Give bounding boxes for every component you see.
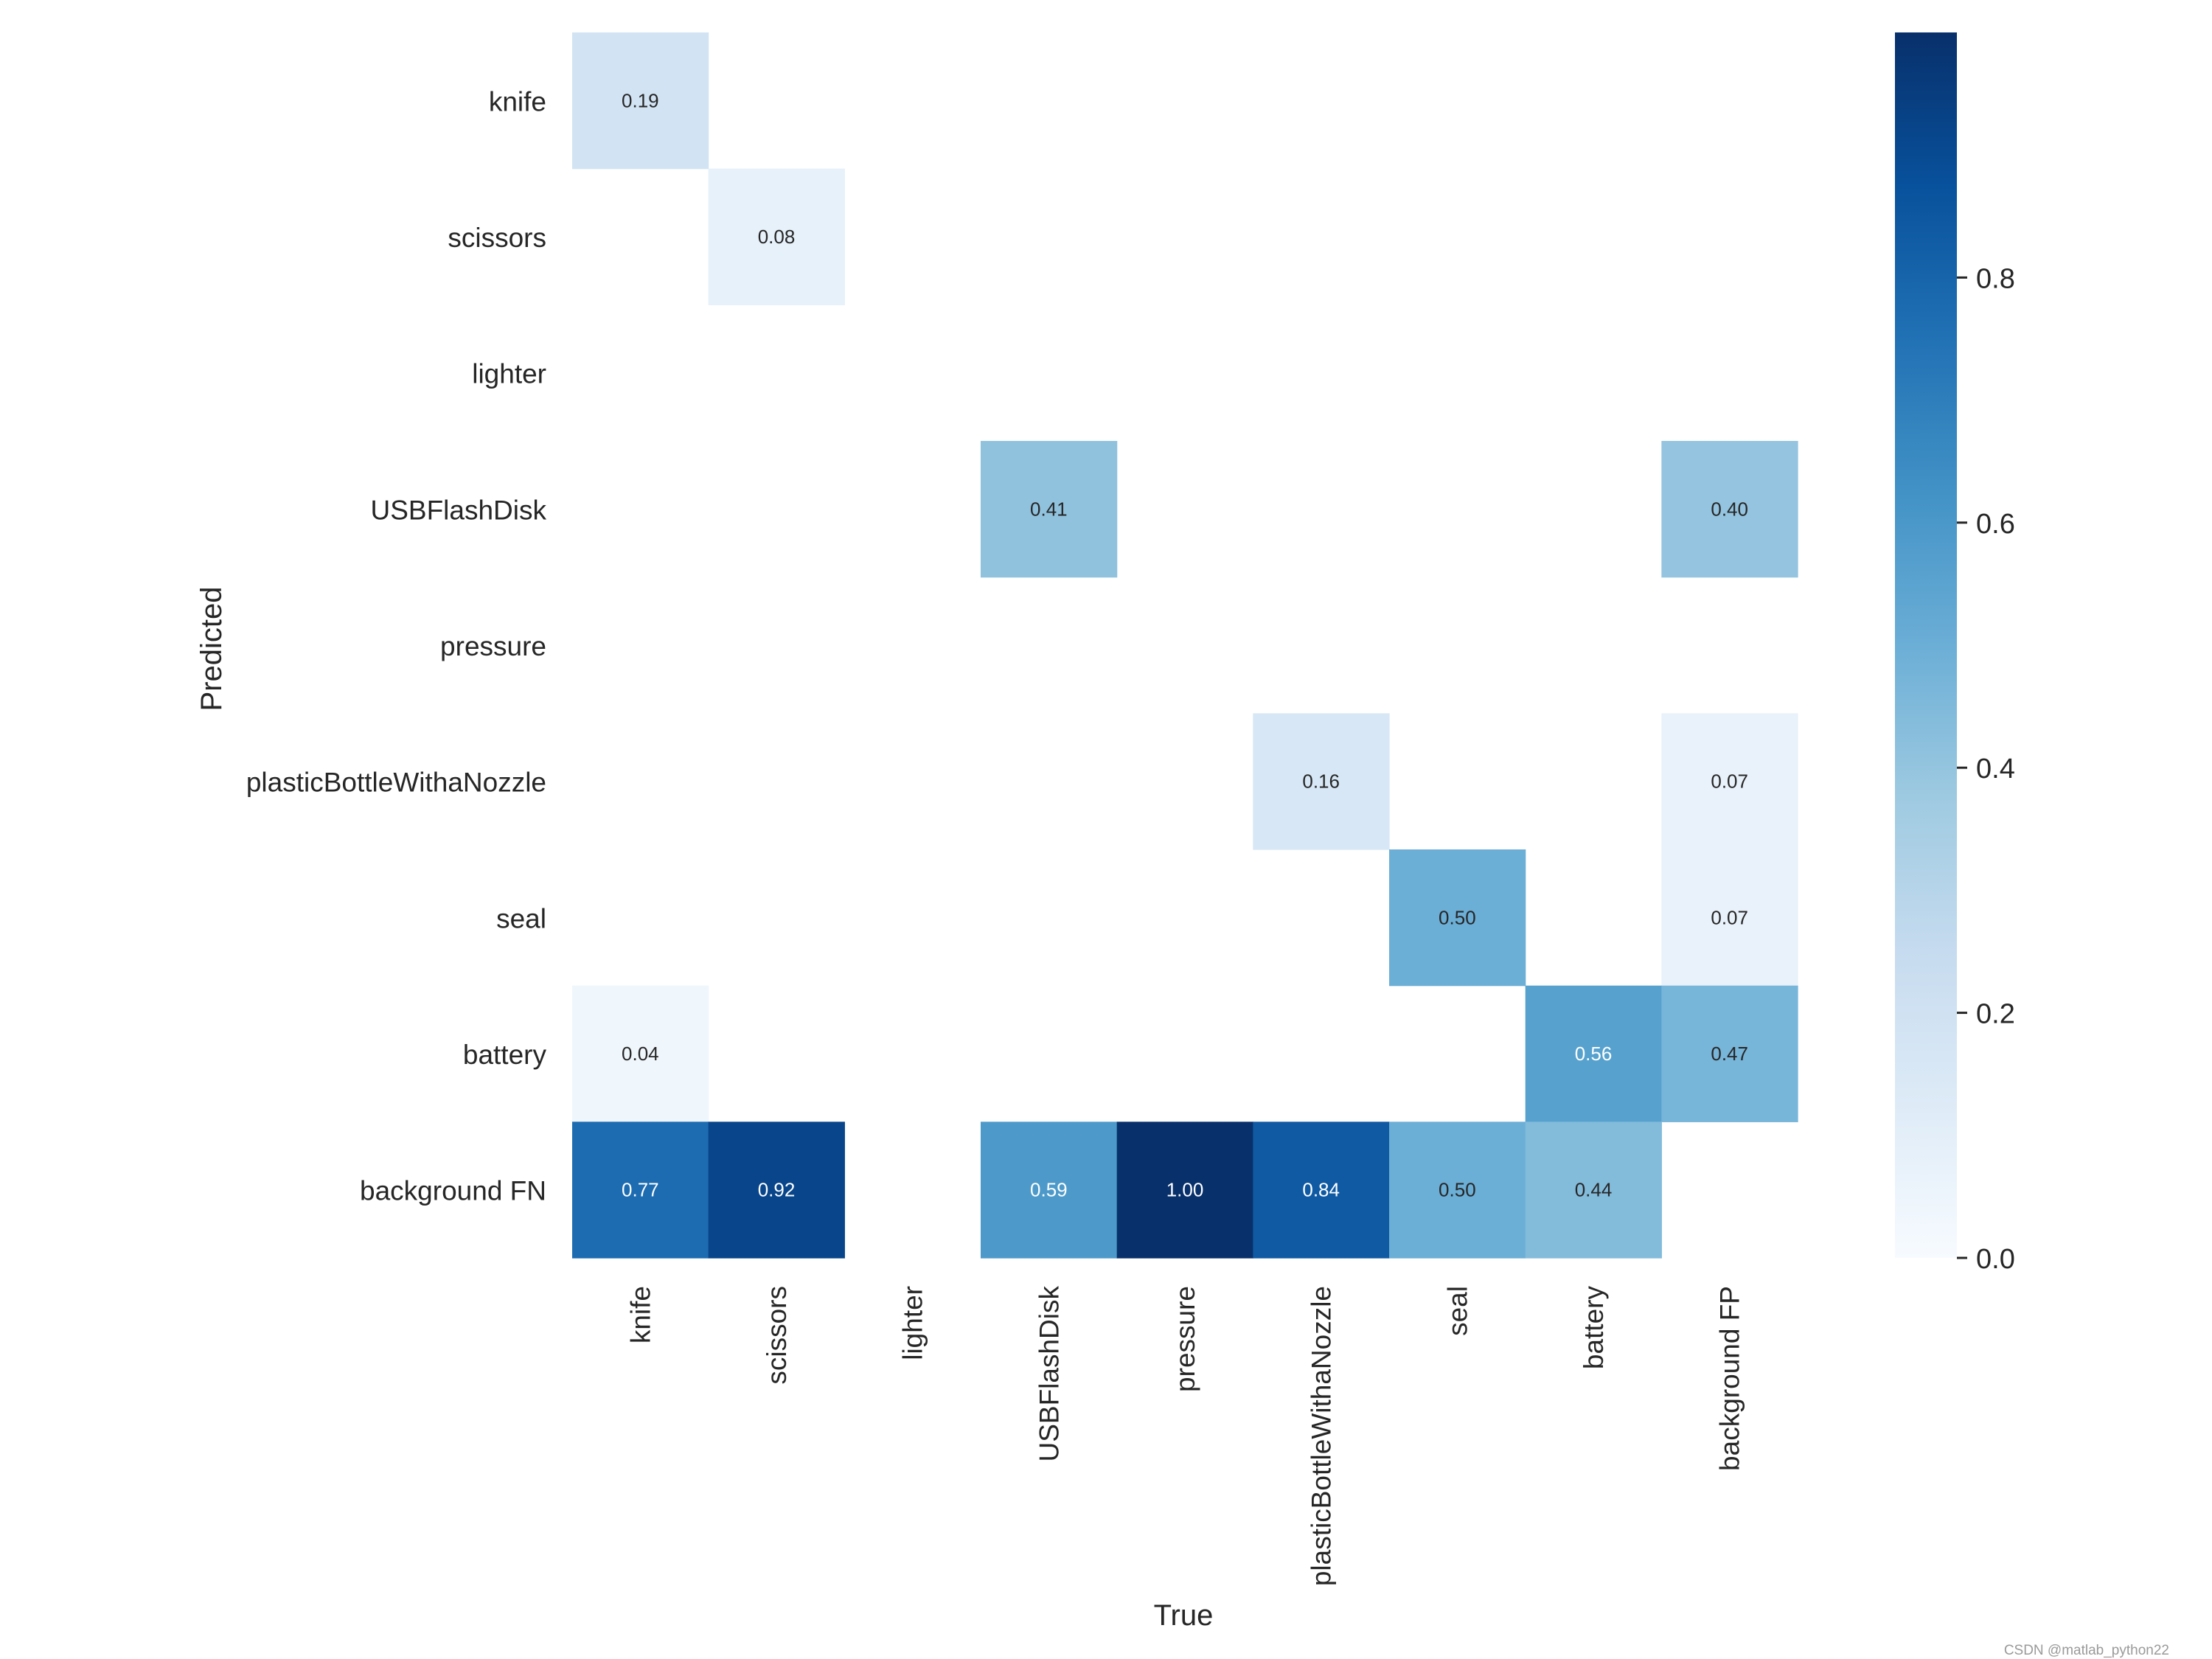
heatmap-cell bbox=[1116, 1121, 1253, 1259]
colorbar-tick-label: 0.8 bbox=[1976, 263, 2015, 294]
cell-value-label: 0.40 bbox=[1711, 498, 1748, 520]
y-tick-label: lighter bbox=[472, 359, 546, 389]
cell-value-label: 0.41 bbox=[1030, 498, 1068, 520]
cell-value-label: 0.84 bbox=[1302, 1179, 1340, 1201]
heatmap-cell bbox=[1661, 713, 1798, 850]
x-tick-label: USBFlashDisk bbox=[1034, 1286, 1064, 1462]
cell-value-label: 0.77 bbox=[622, 1179, 659, 1201]
y-tick-label: pressure bbox=[440, 631, 546, 661]
cell-value-label: 0.16 bbox=[1302, 771, 1340, 793]
x-tick-labels: knife scissors lighter USBFlashDisk pressure… bbox=[625, 1286, 1745, 1587]
x-axis-label: True bbox=[1154, 1599, 1214, 1632]
cell-value-label: 0.07 bbox=[1711, 771, 1748, 793]
x-tick-label: seal bbox=[1442, 1286, 1472, 1336]
cell-value-label: 0.50 bbox=[1439, 1179, 1476, 1201]
x-tick-label: pressure bbox=[1170, 1286, 1200, 1392]
cell-value-label: 0.07 bbox=[1711, 906, 1748, 928]
cell-value-label: 0.19 bbox=[622, 89, 659, 111]
heatmap-cell bbox=[1253, 1121, 1390, 1259]
heatmap-cell bbox=[1661, 441, 1798, 578]
heatmap-cell bbox=[1525, 985, 1662, 1122]
heatmap-cells: 0.19 0.08 0.41 0.40 0.16 0.07 0.50 0.07 0.04 0.56… bbox=[572, 32, 1798, 1259]
cell-value-label: 1.00 bbox=[1166, 1179, 1204, 1201]
y-tick-label: knife bbox=[489, 86, 546, 116]
cell-value-label: 0.56 bbox=[1575, 1043, 1613, 1065]
heatmap-cell bbox=[572, 32, 709, 170]
y-tick-label: USBFlashDisk bbox=[371, 495, 547, 525]
cell-value-label: 0.92 bbox=[758, 1179, 796, 1201]
cell-value-label: 0.47 bbox=[1711, 1043, 1748, 1065]
watermark-text: CSDN @matlab_python22 bbox=[2004, 1643, 2169, 1658]
heatmap-cell bbox=[708, 1121, 845, 1259]
heatmap-cell bbox=[1389, 1121, 1526, 1259]
heatmap-cell bbox=[981, 441, 1118, 578]
cell-value-label: 0.08 bbox=[758, 226, 796, 248]
y-tick-labels: knife scissors lighter USBFlashDisk pressure… bbox=[246, 86, 547, 1206]
x-tick-label: plasticBottleWithaNozzle bbox=[1307, 1286, 1337, 1586]
y-tick-label: background FN bbox=[360, 1176, 546, 1206]
y-axis-label: Predicted bbox=[195, 587, 228, 712]
colorbar-tick-label: 0.0 bbox=[1976, 1244, 2015, 1275]
colorbar-tick-label: 0.2 bbox=[1976, 999, 2015, 1030]
cell-value-label: 0.59 bbox=[1030, 1179, 1068, 1201]
cell-value-label: 0.50 bbox=[1439, 906, 1476, 928]
colorbar-tick-label: 0.4 bbox=[1976, 754, 2015, 785]
x-tick-label: lighter bbox=[898, 1286, 928, 1360]
cell-value-label: 0.44 bbox=[1575, 1179, 1613, 1201]
y-tick-label: seal bbox=[496, 903, 546, 933]
heatmap-cell bbox=[708, 168, 845, 305]
y-tick-label: battery bbox=[463, 1040, 547, 1070]
heatmap-cell bbox=[572, 985, 709, 1122]
heatmap-cell bbox=[1525, 1121, 1662, 1259]
heatmap-cell bbox=[1253, 713, 1390, 850]
heatmap-cell bbox=[981, 1121, 1118, 1259]
heatmap-cell bbox=[1661, 849, 1798, 987]
cell-value-label: 0.04 bbox=[622, 1043, 659, 1065]
colorbar-tick-label: 0.6 bbox=[1976, 509, 2015, 540]
colorbar-ticks: 0.0 0.2 0.4 0.6 0.8 bbox=[1957, 263, 2015, 1275]
heatmap-cell bbox=[1389, 849, 1526, 987]
heatmap-cell bbox=[1661, 985, 1798, 1122]
heatmap-cell bbox=[572, 1121, 709, 1259]
x-tick-label: knife bbox=[625, 1286, 655, 1343]
x-tick-label: scissors bbox=[762, 1286, 792, 1385]
x-tick-label: battery bbox=[1579, 1286, 1609, 1370]
y-tick-label: scissors bbox=[448, 223, 546, 253]
x-tick-label: background FP bbox=[1715, 1286, 1745, 1471]
y-tick-label: plasticBottleWithaNozzle bbox=[246, 768, 546, 798]
colorbar bbox=[1895, 32, 1957, 1258]
